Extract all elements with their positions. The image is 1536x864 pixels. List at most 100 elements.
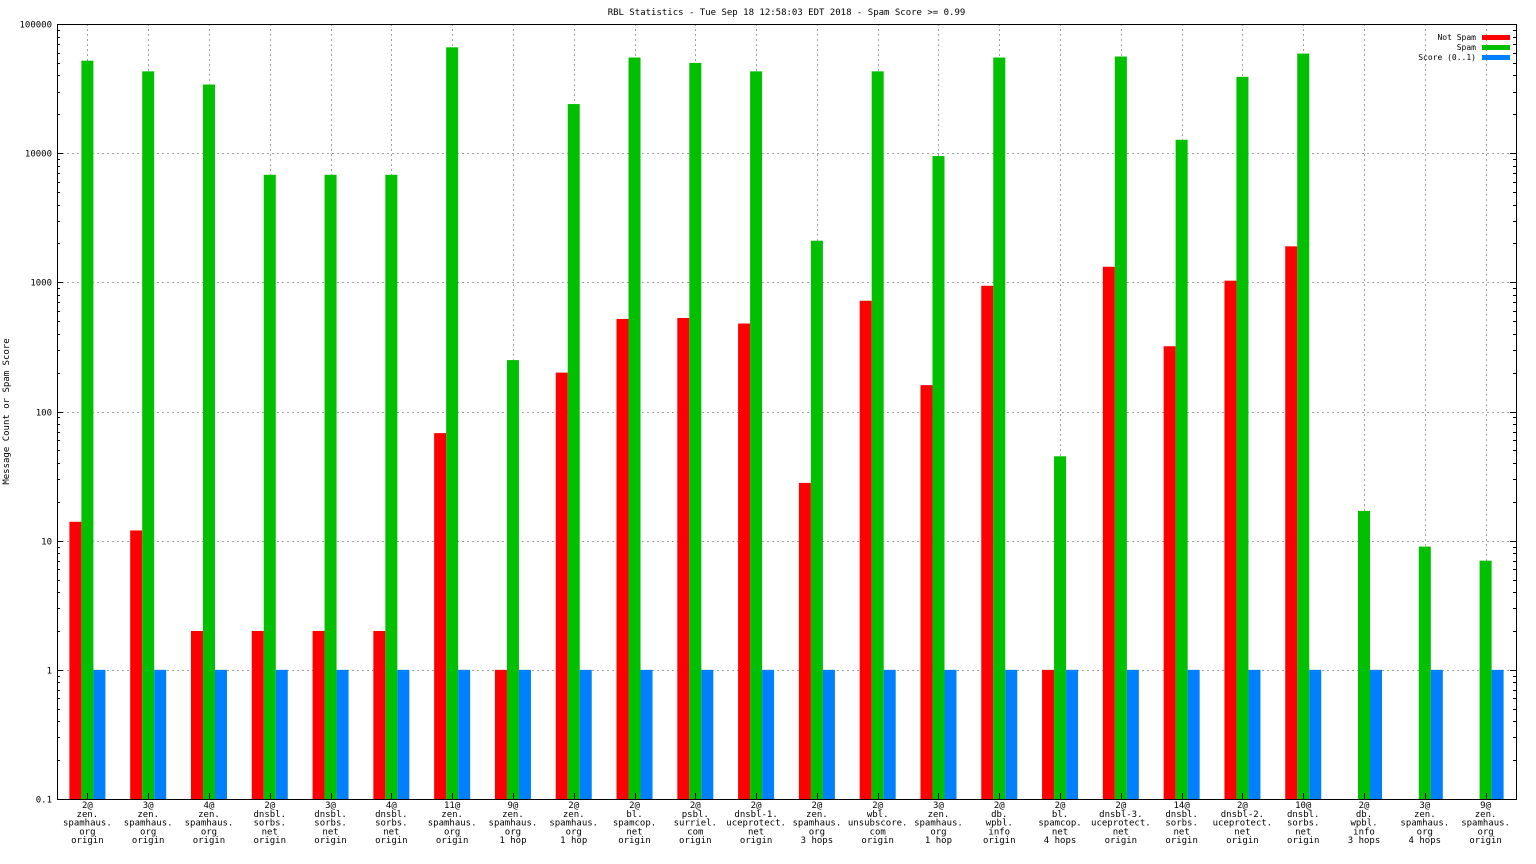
bar-spam [689,63,701,799]
x-tick-label-line: origin [436,836,469,846]
legend-label: Spam [1457,43,1476,52]
bar-not-spam [1285,246,1297,799]
bar-spam [811,241,823,799]
bar-score-0-1 [823,670,835,799]
x-tick-label-line: origin [983,836,1016,846]
bar-not-spam [556,373,568,799]
bar-score-0-1 [154,670,166,799]
y-tick-label: 100 [36,409,52,419]
bar-spam [872,71,884,799]
x-tick-label-line: 3 hops [1348,836,1381,846]
bar-score-0-1 [397,670,409,799]
bar-score-0-1 [884,670,896,799]
bar-score-0-1 [1066,670,1078,799]
y-tick-label: 10000 [25,150,52,160]
bar-score-0-1 [944,670,956,799]
x-tick-label-line: 1 hop [925,836,952,846]
bar-not-spam [799,483,811,799]
x-tick-label-line: 4 hops [1409,836,1442,846]
x-tick-label-line: origin [1165,836,1198,846]
x-tick-label-line: origin [1226,836,1259,846]
bar-not-spam [1224,281,1236,799]
bar-not-spam [434,433,446,799]
x-tick-label-line: origin [1287,836,1320,846]
bar-not-spam [191,631,203,799]
bar-spam [385,175,397,799]
bar-spam [750,71,762,799]
bar-score-0-1 [276,670,288,799]
bar-spam [1297,54,1309,799]
x-tick-label-line: origin [71,836,104,846]
bar-score-0-1 [1005,670,1017,799]
y-tick-label: 1 [47,667,52,677]
bar-score-0-1 [701,670,713,799]
x-tick-label-line: origin [375,836,408,846]
bar-score-0-1 [1431,670,1443,799]
bar-not-spam [1042,670,1054,799]
x-tick-label-line: origin [1469,836,1502,846]
x-tick-label-line: origin [1105,836,1138,846]
bar-score-0-1 [215,670,227,799]
x-tick-label-line: origin [740,836,773,846]
bar-spam [325,175,337,799]
legend-swatch [1482,55,1510,60]
bar-not-spam [252,631,264,799]
bar-score-0-1 [1492,670,1504,799]
bar-not-spam [860,301,872,799]
x-tick-label-line: 4 hops [1044,836,1077,846]
bar-spam [446,47,458,799]
bar-not-spam [130,530,142,799]
x-tick-label-line: origin [314,836,347,846]
bar-not-spam [981,286,993,799]
bar-spam [507,360,519,799]
bar-score-0-1 [1370,670,1382,799]
legend-swatch [1482,45,1510,50]
bar-spam [993,58,1005,799]
bar-not-spam [617,319,629,799]
bar-score-0-1 [641,670,653,799]
bar-spam [203,85,215,799]
y-tick-label: 1000 [30,279,52,289]
bar-not-spam [373,631,385,799]
y-tick-label: 10 [41,538,52,548]
bar-score-0-1 [519,670,531,799]
bar-score-0-1 [580,670,592,799]
bar-score-0-1 [93,670,105,799]
bar-not-spam [920,385,932,799]
bar-spam [1419,547,1431,799]
bar-spam [568,104,580,799]
x-tick-label-line: origin [132,836,165,846]
x-tick-label-line: origin [254,836,287,846]
bar-score-0-1 [1248,670,1260,799]
bar-not-spam [313,631,325,799]
bar-spam [629,58,641,799]
bar-spam [1115,57,1127,799]
bar-not-spam [1103,267,1115,799]
y-tick-label: 0.1 [36,796,52,806]
bar-score-0-1 [337,670,349,799]
x-tick-label-line: origin [618,836,651,846]
bar-not-spam [69,522,81,799]
bar-spam [264,175,276,799]
bar-not-spam [495,670,507,799]
bar-spam [1358,511,1370,799]
legend-label: Score (0..1) [1418,53,1476,62]
bar-score-0-1 [1188,670,1200,799]
bar-spam [81,61,93,799]
bar-spam [1054,456,1066,799]
bar-spam [142,71,154,799]
x-tick-label-line: 1 hop [560,836,587,846]
x-tick-label-line: 1 hop [499,836,526,846]
bar-spam [1176,140,1188,799]
x-tick-label-line: origin [679,836,712,846]
y-tick-label: 100000 [19,21,52,31]
x-tick-label-line: 3 hops [801,836,834,846]
y-axis-label: Message Count or Spam Score [2,338,12,484]
x-tick-label-line: origin [861,836,894,846]
bar-spam [1236,77,1248,799]
bar-not-spam [677,318,689,799]
bar-not-spam [738,324,750,799]
x-tick-label-line: origin [193,836,226,846]
